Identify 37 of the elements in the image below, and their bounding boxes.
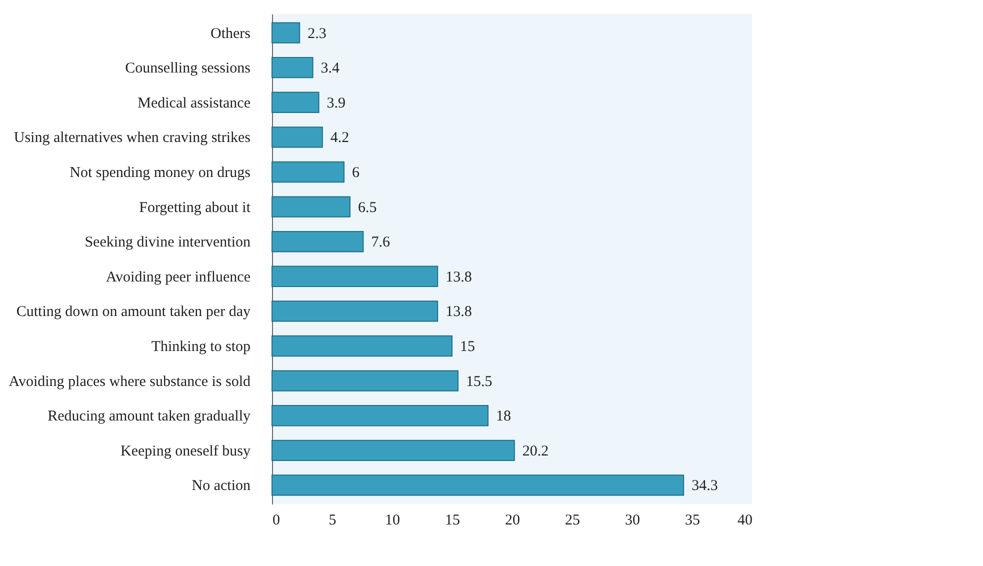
y-tick-label: Cutting down on amount taken per day bbox=[16, 304, 251, 320]
data-label: 15 bbox=[460, 339, 475, 356]
data-label: 20.2 bbox=[522, 443, 549, 460]
y-tick-label: Not spending money on drugs bbox=[70, 164, 251, 181]
y-tick-label: Thinking to stop bbox=[151, 339, 250, 356]
data-label: 34.3 bbox=[692, 478, 718, 494]
data-label: 3.9 bbox=[326, 95, 346, 112]
data-label: 18 bbox=[496, 408, 511, 425]
x-tick-label: 40 bbox=[738, 512, 752, 528]
data-label: 4.2 bbox=[330, 130, 350, 146]
x-tick-label: 0 bbox=[272, 512, 280, 528]
y-tick-label: Reducing amount taken gradually bbox=[48, 408, 251, 425]
x-tick-label: 30 bbox=[625, 512, 640, 528]
data-label: 13.8 bbox=[446, 304, 472, 320]
x-tick-label: 35 bbox=[685, 512, 700, 528]
data-label: 7.6 bbox=[371, 234, 390, 251]
y-tick-label: Seeking divine intervention bbox=[84, 234, 251, 251]
y-tick-label: Counselling sessions bbox=[125, 60, 251, 77]
x-tick-label: 10 bbox=[385, 512, 400, 528]
data-label: 6 bbox=[352, 164, 360, 181]
data-label: 3.4 bbox=[320, 60, 340, 77]
x-tick-label: 25 bbox=[565, 512, 580, 528]
y-tick-label: Others bbox=[210, 26, 251, 42]
y-tick-label: Avoiding peer influence bbox=[106, 269, 251, 286]
y-tick-label: Medical assistance bbox=[138, 95, 251, 112]
data-label: 6.5 bbox=[358, 200, 377, 216]
y-tick-label: Avoiding places where substance is sold bbox=[8, 374, 251, 390]
y-tick-label: Keeping oneself busy bbox=[120, 443, 251, 460]
y-tick-label: Forgetting about it bbox=[139, 200, 252, 216]
x-tick-label: 5 bbox=[328, 512, 336, 528]
data-label: 13.8 bbox=[446, 269, 472, 286]
x-tick-label: 15 bbox=[445, 512, 460, 528]
data-label: 15.5 bbox=[466, 374, 492, 390]
y-tick-label: No action bbox=[192, 478, 251, 494]
y-tick-label: Using alternatives when craving strikes bbox=[14, 130, 251, 146]
x-tick-label: 20 bbox=[505, 512, 520, 528]
data-label: 2.3 bbox=[308, 26, 326, 42]
